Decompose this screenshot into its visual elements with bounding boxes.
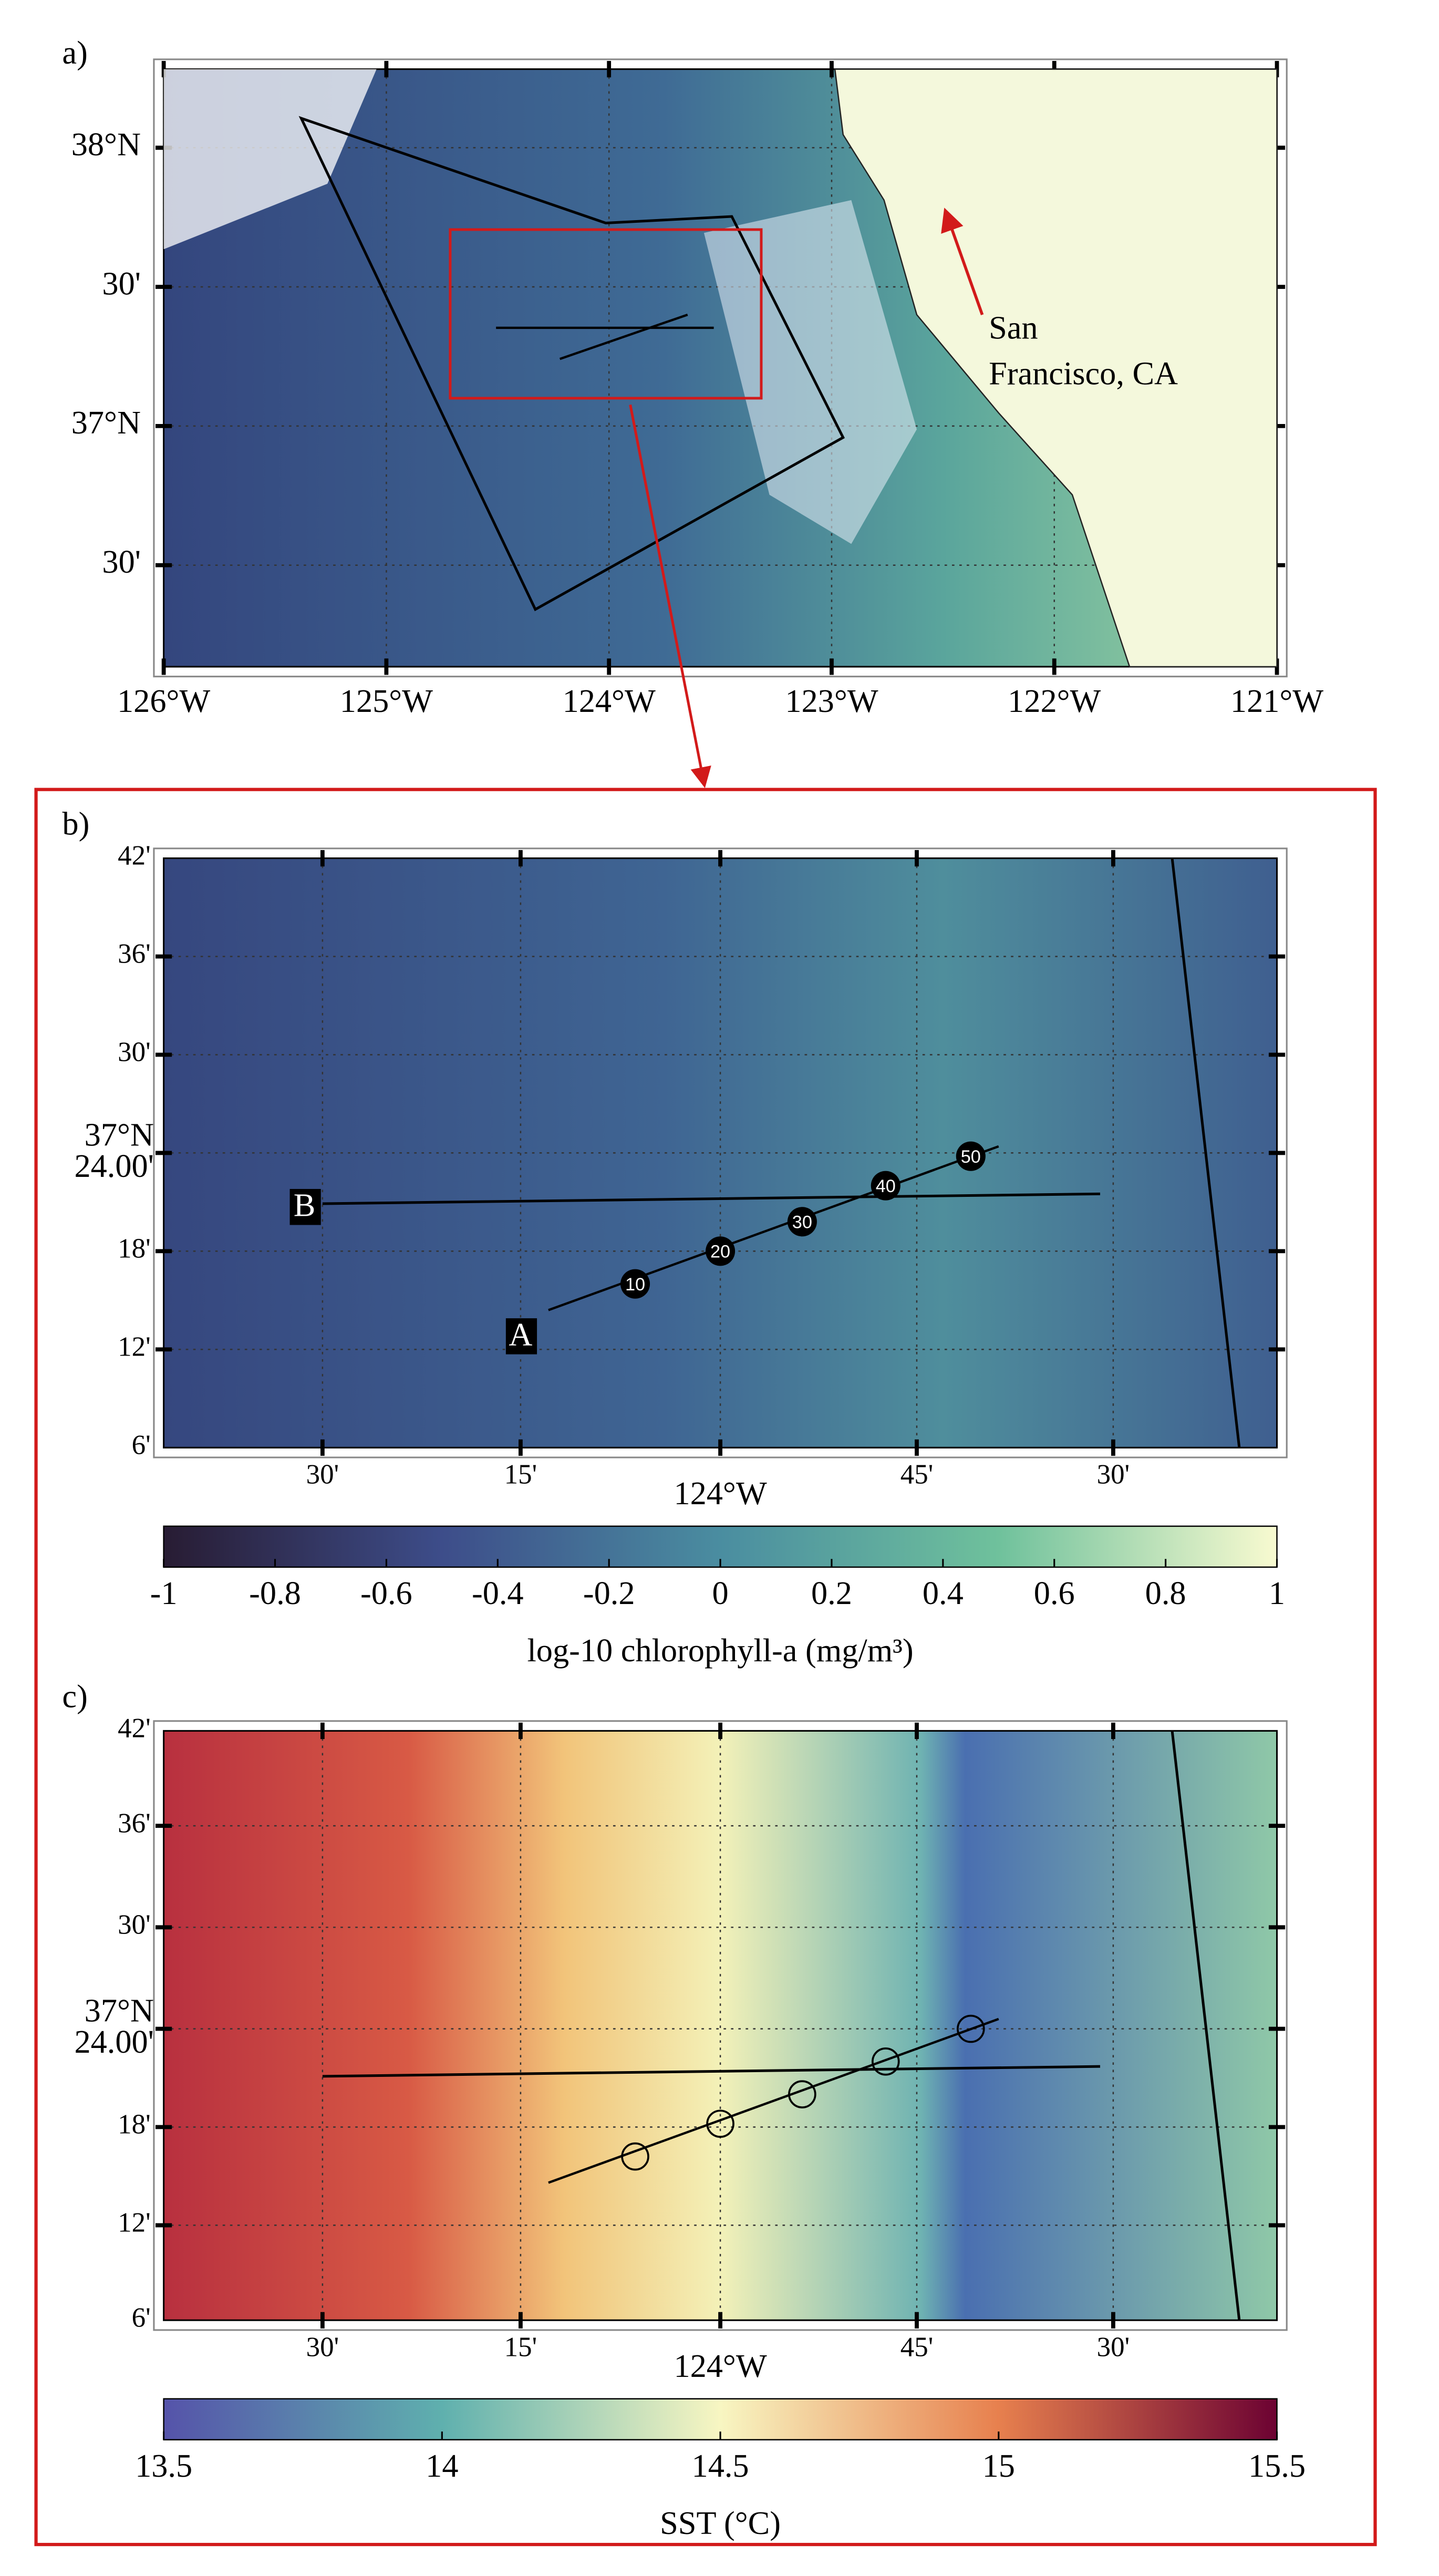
station-label: 50 [961,1147,981,1167]
track [559,313,688,360]
station-marker [957,2014,985,2043]
y-tick-label: 30' [118,1037,151,1068]
station-marker [621,2142,649,2171]
x-tick-label: 15' [504,1460,537,1490]
y-tick-label: 36' [118,939,151,969]
panel-label: b) [62,806,89,842]
zoom-arrow [629,404,711,788]
y-tick-label: 37°N [71,405,141,441]
x-tick-label: 30' [1097,1460,1130,1490]
y-tick-label: 6' [132,1430,151,1460]
zoom-box [449,228,763,400]
y-tick-label: 37°N [85,1117,154,1153]
y-tick-label: 12' [118,2208,151,2238]
colorbar-tick-label: 15 [982,2448,1015,2484]
y-tick-label: 30' [118,1909,151,1940]
x-tick-label: 124°W [674,2348,767,2384]
map-border [163,857,1278,1449]
x-tick-label: 124°W [563,683,656,719]
zoom-panel-border [34,788,1377,2547]
colorbar-tick-label: 0.6 [1034,1575,1075,1611]
ship-track [298,116,845,612]
colorbar-tick-label: 15.5 [1248,2448,1306,2484]
station-marker [706,1236,736,1266]
x-tick-label: 30' [306,1460,339,1490]
y-tick-label: 42' [118,841,151,871]
x-tick-label: 30' [306,2332,339,2362]
colorbar-tick-label: 13.5 [135,2448,192,2484]
colorbar-tick-label: -0.8 [249,1575,301,1611]
point-box [289,1188,321,1225]
colorbar-tick-label: -0.2 [583,1575,635,1611]
point-box [505,1318,537,1354]
station-marker [706,2109,734,2138]
track-b [322,2065,1101,2078]
station-marker [620,1269,650,1299]
colorbar-tick-label: 1 [1269,1575,1285,1611]
station-marker [871,2047,900,2076]
panel-label: c) [62,1678,87,1714]
track-a [548,2018,999,2184]
point-label: A [509,1317,532,1353]
box-edge [1171,858,1241,1448]
colorbar-tick-label: 0.8 [1145,1575,1186,1611]
y-tick-label: 24.00' [74,2024,153,2060]
colorbar-tick-label: 0.4 [923,1575,964,1611]
y-tick-label: 38°N [71,126,141,162]
y-tick-label: 37°N [85,1993,154,2029]
x-tick-label: 122°W [1008,683,1101,719]
panel-label: a) [62,35,87,71]
y-tick-label: 30' [102,544,141,580]
y-tick-label: 42' [118,1713,151,1744]
station-marker [787,1207,817,1237]
y-tick-label: 6' [132,2302,151,2333]
station-marker [788,2080,816,2108]
colorbar-tick-label: 0.2 [811,1575,852,1611]
x-tick-label: 121°W [1230,683,1323,719]
colorbar-tick-label: 0 [712,1575,728,1611]
station-label: 10 [625,1275,645,1295]
y-tick-label: 18' [118,2109,151,2140]
box-edge [1171,1731,1241,2321]
x-tick-label: 123°W [785,683,878,719]
colorbar-tick-label: -0.4 [472,1575,524,1611]
y-tick-label: 12' [118,1332,151,1362]
y-tick-label: 36' [118,1808,151,1838]
y-tick-label: 18' [118,1234,151,1264]
annotation-arrow [941,208,984,315]
x-tick-label: 15' [504,2332,537,2362]
colorbar-label: SST (°C) [660,2505,781,2541]
colorbar-label: log-10 chlorophyll-a (mg/m³) [527,1632,913,1669]
station-marker [956,1141,986,1171]
colorbar-tick-label: 14.5 [692,2448,749,2484]
station-label: 20 [710,1242,730,1262]
colorbar-tick-label: -1 [150,1575,178,1611]
colorbar-tick-label: -0.6 [360,1575,412,1611]
map-border [163,1730,1278,2321]
station-label: 30 [792,1212,812,1232]
x-tick-label: 125°W [340,683,433,719]
x-tick-label: 126°W [117,683,210,719]
annotation: San [989,309,1038,346]
x-tick-label: 124°W [674,1475,767,1512]
y-tick-label: 24.00' [74,1148,153,1184]
station-marker [871,1171,900,1201]
point-label: B [294,1187,316,1224]
colorbar-tick-label: 14 [426,2448,458,2484]
station-label: 40 [876,1176,896,1196]
x-tick-label: 30' [1097,2332,1130,2362]
y-tick-label: 30' [102,265,141,302]
track-b [322,1192,1101,1205]
annotation: Francisco, CA [989,356,1178,392]
cloud [163,69,377,250]
x-tick-label: 45' [900,1460,934,1490]
x-tick-label: 45' [900,2332,934,2362]
map-frame [153,58,1288,678]
map-frame [153,1720,1288,2331]
map-frame [153,847,1288,1458]
